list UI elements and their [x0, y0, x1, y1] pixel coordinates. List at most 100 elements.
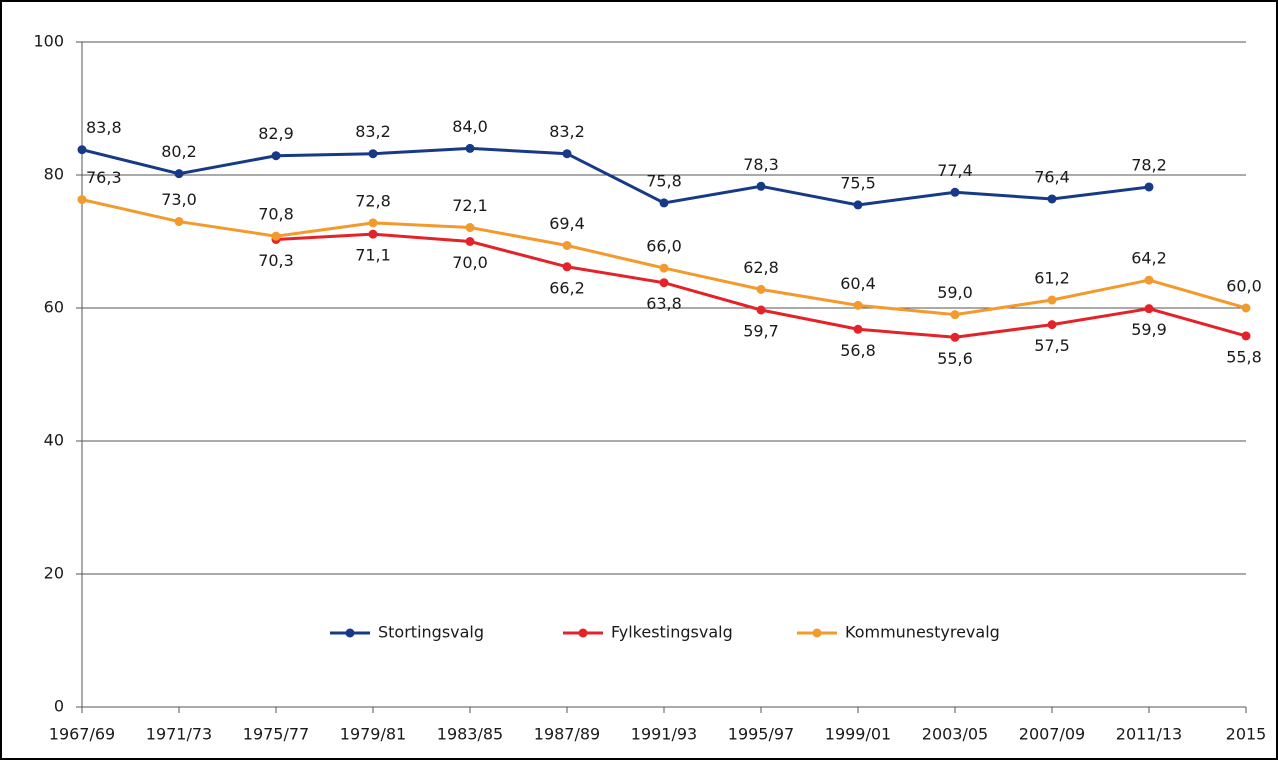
data-label: 56,8 — [840, 341, 876, 360]
data-label: 80,2 — [161, 142, 197, 161]
data-label: 78,2 — [1131, 155, 1167, 174]
x-tick-label: 1983/85 — [437, 725, 503, 744]
data-label: 72,8 — [355, 191, 391, 210]
x-tick-label: 1979/81 — [340, 725, 406, 744]
point — [271, 231, 281, 241]
legend-label: Kommunestyrevalg — [845, 623, 1000, 642]
data-label: 62,8 — [743, 258, 779, 277]
point — [368, 218, 378, 228]
point — [1144, 304, 1154, 314]
point — [1047, 295, 1057, 305]
point — [950, 310, 960, 320]
x-tick-label: 1987/89 — [534, 725, 600, 744]
legend-label: Fylkestingsvalg — [611, 623, 733, 642]
data-label: 75,5 — [840, 173, 876, 192]
point — [465, 237, 475, 246]
series-line — [81, 146, 1150, 207]
data-label: 77,4 — [937, 161, 973, 180]
data-label: 83,2 — [355, 122, 391, 141]
data-label: 82,9 — [258, 124, 294, 143]
data-label: 60,0 — [1226, 277, 1262, 296]
point — [1144, 275, 1154, 285]
y-tick-label: 0 — [54, 697, 64, 716]
data-label: 55,8 — [1226, 347, 1262, 366]
x-tick-label: 1995/97 — [728, 725, 794, 744]
data-label: 70,8 — [258, 205, 294, 224]
point — [465, 143, 475, 153]
data-label: 83,8 — [86, 118, 122, 137]
data-label: 63,8 — [646, 294, 682, 313]
data-label: 83,2 — [549, 122, 585, 141]
data-label: 55,6 — [937, 349, 973, 368]
point — [659, 198, 669, 208]
y-tick-label: 100 — [33, 32, 64, 51]
point — [77, 195, 87, 205]
x-tick-label: 1975/77 — [243, 725, 309, 744]
point — [271, 151, 281, 161]
data-label: 60,4 — [840, 274, 876, 293]
y-tick-label: 60 — [44, 298, 64, 317]
data-label: 71,1 — [355, 246, 391, 265]
data-label: 70,0 — [452, 253, 488, 272]
legend-marker — [345, 628, 355, 638]
point — [659, 263, 669, 273]
point — [1241, 331, 1251, 341]
data-label: 72,1 — [452, 196, 488, 215]
point — [77, 145, 87, 155]
data-label: 76,3 — [86, 168, 122, 187]
data-label: 59,7 — [743, 321, 779, 340]
point — [950, 332, 960, 342]
data-label: 64,2 — [1131, 249, 1167, 268]
data-label: 69,4 — [549, 214, 585, 233]
data-label: 59,0 — [937, 283, 973, 302]
point — [368, 229, 378, 239]
point — [756, 284, 766, 294]
point — [562, 262, 572, 272]
legend-marker — [812, 628, 822, 638]
x-tick-label: 1999/01 — [825, 725, 891, 744]
x-tick-label: 2007/09 — [1019, 725, 1085, 744]
legend-label: Stortingsvalg — [378, 623, 484, 642]
point — [1241, 303, 1251, 313]
y-tick-label: 80 — [44, 165, 64, 184]
data-label: 61,2 — [1034, 269, 1070, 288]
data-label: 70,3 — [258, 251, 294, 270]
x-tick-label: 2011/13 — [1116, 725, 1182, 744]
point — [174, 169, 184, 179]
point — [174, 217, 184, 227]
point — [853, 300, 863, 310]
x-tick-label: 1971/73 — [146, 725, 212, 744]
point — [659, 278, 669, 288]
point — [465, 223, 475, 233]
point — [1144, 182, 1154, 192]
data-label: 84,0 — [452, 117, 488, 136]
point — [562, 149, 572, 159]
data-label: 59,9 — [1131, 320, 1167, 339]
y-tick-label: 20 — [44, 564, 64, 583]
x-tick-label: 1967/69 — [49, 725, 115, 744]
data-label: 73,0 — [161, 190, 197, 209]
data-label: 76,4 — [1034, 167, 1070, 186]
point — [368, 149, 378, 159]
point — [756, 305, 766, 315]
point — [853, 324, 863, 334]
data-label: 78,3 — [743, 155, 779, 174]
x-tick-label: 2015 — [1226, 725, 1267, 744]
point — [950, 187, 960, 197]
y-tick-label: 40 — [44, 431, 64, 450]
data-label: 66,0 — [646, 237, 682, 256]
x-tick-label: 2003/05 — [922, 725, 988, 744]
point — [562, 240, 572, 250]
x-tick-label: 1991/93 — [631, 725, 697, 744]
data-label: 75,8 — [646, 171, 682, 190]
point — [1047, 194, 1057, 204]
data-label: 57,5 — [1034, 336, 1070, 355]
point — [853, 200, 863, 210]
data-label: 66,2 — [549, 278, 585, 297]
point — [1047, 320, 1057, 330]
legend-marker — [578, 628, 588, 638]
point — [756, 181, 766, 191]
